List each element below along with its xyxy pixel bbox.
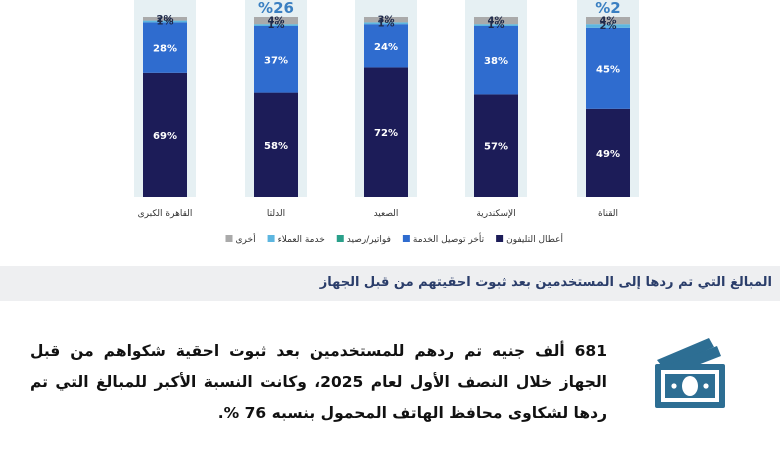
data-label: 1%	[378, 18, 395, 29]
bar-segment	[254, 92, 298, 197]
data-label: 1%	[488, 20, 505, 31]
data-label: 4%	[600, 16, 617, 27]
legend-swatch	[267, 235, 275, 242]
section-title: المبالغ التي تم ردها إلى المستخدمين بعد …	[319, 275, 772, 290]
top-label: %2	[595, 0, 620, 17]
bar-segment	[364, 67, 408, 198]
data-label: 1%	[157, 17, 174, 28]
legend-label: أخرى	[236, 233, 256, 245]
data-label: 2%	[157, 14, 174, 25]
bar-segment	[254, 24, 298, 26]
bar-segment	[586, 17, 630, 25]
data-label: 38%	[484, 56, 508, 67]
bar-segment	[474, 24, 518, 26]
top-label: %26	[258, 0, 294, 17]
category-label: الإسكندرية	[476, 209, 515, 219]
bar-segment	[586, 24, 630, 28]
bar-segment	[474, 26, 518, 95]
legend-swatch	[402, 235, 410, 242]
data-label: 24%	[374, 42, 398, 53]
money-bills-icon	[655, 338, 725, 408]
data-label: 69%	[153, 131, 177, 142]
data-label: 1%	[268, 20, 285, 31]
legend-swatch	[496, 235, 504, 242]
legend-label: خدمة العملاء	[278, 235, 325, 245]
legend-label: فواتير/رصيد	[347, 235, 391, 245]
data-label: 2%	[600, 21, 617, 32]
data-label: 4%	[268, 16, 285, 27]
bar-segment	[364, 24, 408, 68]
data-label: 57%	[484, 142, 508, 153]
bar-segment	[254, 17, 298, 25]
data-label: 49%	[596, 149, 620, 160]
data-label: 28%	[153, 44, 177, 55]
bar-segment	[143, 17, 187, 21]
category-label: الصعيد	[374, 209, 399, 219]
category-label: القاهرة الكبرى	[138, 209, 193, 219]
summary-text: 681 ألف جنيه تم ردهم للمستخدمين بعد ثبوت…	[30, 342, 607, 422]
data-label: 45%	[596, 64, 620, 75]
data-label: 37%	[264, 55, 288, 66]
bar-segment	[364, 22, 408, 25]
bar-segment	[586, 27, 630, 109]
bar-segment	[254, 26, 298, 93]
data-label: 58%	[264, 141, 288, 152]
bar-segment	[474, 94, 518, 197]
legend-label: أعطال التليفون	[506, 233, 563, 245]
bar-segment	[143, 22, 187, 73]
category-label: الدلتا	[267, 209, 285, 219]
bar-segment	[143, 20, 187, 23]
legend-swatch	[336, 235, 344, 242]
bar-segment	[586, 108, 630, 197]
data-label: 4%	[488, 16, 505, 27]
data-label: 72%	[374, 128, 398, 139]
data-label: 3%	[378, 15, 395, 26]
bar-segment	[364, 17, 408, 23]
section-band: المبالغ التي تم ردها إلى المستخدمين بعد …	[0, 266, 780, 301]
bar-segment	[474, 17, 518, 25]
stacked-bar-chart: 69%28%1%2%القاهرة الكبرى58%37%1%4%الدلتا…	[134, 0, 639, 245]
legend-swatch	[225, 235, 233, 242]
bar-segment	[143, 72, 187, 197]
category-label: القناة	[598, 209, 618, 219]
legend-label: تأخر توصيل الخدمة	[413, 232, 485, 245]
